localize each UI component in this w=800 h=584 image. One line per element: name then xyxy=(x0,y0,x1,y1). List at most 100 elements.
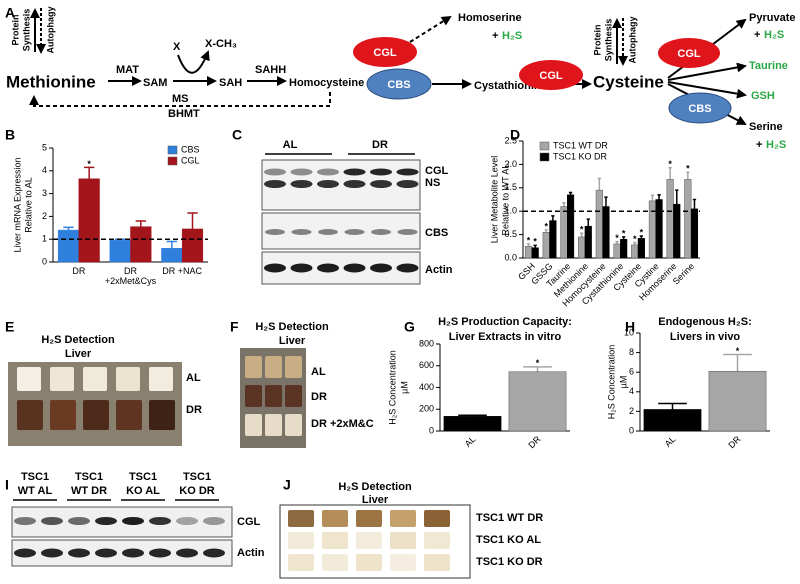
significance-marker: * xyxy=(615,233,619,243)
y-tick-label: 10 xyxy=(624,327,634,337)
node-label: Synthesis xyxy=(603,19,613,62)
blot-strip xyxy=(11,506,233,538)
blot-band xyxy=(317,180,339,188)
blot-strip xyxy=(261,212,421,250)
tissue-square xyxy=(390,510,416,527)
group-label: WT AL xyxy=(18,485,53,497)
node-label: Methionine xyxy=(6,72,96,91)
enzyme-label: CGL xyxy=(677,48,701,60)
tissue-square xyxy=(17,400,43,430)
row-label: TSC1 WT DR xyxy=(476,512,543,524)
chart-title: Endogenous H₂S: xyxy=(658,316,752,328)
bar xyxy=(584,225,592,259)
y-axis-label: Relative to WT AL xyxy=(500,164,510,236)
arrow xyxy=(29,92,331,107)
arrow xyxy=(667,62,747,81)
blot-band xyxy=(317,263,339,273)
blot-band xyxy=(344,229,365,235)
bar xyxy=(78,178,100,263)
bar xyxy=(531,247,539,259)
photo-subtitle: Liver xyxy=(362,494,389,506)
x-tick-label: AL xyxy=(663,434,678,449)
node-label: GSH xyxy=(751,90,775,102)
tissue-square xyxy=(288,510,314,527)
y-tick-label: 2 xyxy=(42,211,47,221)
tissue-square xyxy=(285,414,302,436)
tissue-square xyxy=(265,385,282,407)
band-label: CGL xyxy=(237,516,261,528)
photo-subtitle: Liver xyxy=(65,348,92,360)
row-label: DR xyxy=(311,391,327,403)
significance-marker: * xyxy=(527,235,531,245)
y-tick-label: 4 xyxy=(42,165,47,175)
tissue-square xyxy=(17,367,41,391)
node-label: + xyxy=(492,30,498,42)
panel-label: F xyxy=(230,319,239,335)
blot-band xyxy=(95,517,117,525)
y-tick-label: 1 xyxy=(42,234,47,244)
blot-band xyxy=(343,168,366,176)
node-label: Serine xyxy=(749,121,783,133)
tissue-square xyxy=(424,554,450,571)
legend-swatch xyxy=(167,156,178,166)
x-tick-label-box: DR +2xMet&Cys xyxy=(104,266,157,286)
blot-band xyxy=(122,517,144,525)
bar xyxy=(508,371,567,432)
bar xyxy=(567,194,575,259)
bar xyxy=(542,232,550,259)
blot-band xyxy=(370,168,392,176)
bar xyxy=(57,229,80,263)
bar xyxy=(655,199,663,259)
panel-label: C xyxy=(232,127,242,143)
blot-band xyxy=(396,168,419,176)
node-label: Protein xyxy=(10,14,20,45)
tissue-square xyxy=(288,554,314,571)
x-tick-label: DR +2xMet&Cys xyxy=(104,266,157,286)
x-tick-label-box: DR +NAC xyxy=(162,266,202,276)
y-tick-label: 6 xyxy=(629,367,634,377)
blot-band xyxy=(370,180,392,188)
group-label: KO DR xyxy=(179,485,215,497)
y-tick-label: 2.5 xyxy=(504,135,517,145)
band-label: Actin xyxy=(425,264,453,276)
y-tick-label: 0.5 xyxy=(504,229,517,239)
chart-title: H₂S Production Capacity: xyxy=(438,316,572,328)
node-label: H₂S xyxy=(502,30,522,42)
blot-band xyxy=(290,263,313,273)
enzyme-node xyxy=(519,60,583,90)
enzyme-node xyxy=(658,38,720,68)
enzyme-label: SAHH xyxy=(255,64,286,76)
y-axis-label: Liver Metabolite Level xyxy=(489,156,499,244)
node-label: Protein xyxy=(592,24,602,55)
blot-band xyxy=(41,548,63,558)
tissue-square xyxy=(265,414,282,436)
significance-marker: * xyxy=(686,164,690,174)
row-label: AL xyxy=(311,366,326,378)
blot-strip xyxy=(261,159,421,211)
bar xyxy=(130,226,152,263)
bar xyxy=(549,220,557,259)
panel-label: B xyxy=(5,127,15,143)
enzyme-node xyxy=(353,37,417,67)
blot-band xyxy=(14,548,36,558)
node-label: Homocysteine xyxy=(289,77,364,89)
blot-band xyxy=(317,168,339,176)
y-tick-label: 200 xyxy=(419,404,434,414)
blot-band xyxy=(95,548,117,558)
legend-label: CBS xyxy=(181,144,200,154)
significance-marker: * xyxy=(544,221,548,231)
node-label: + xyxy=(754,29,760,41)
y-tick-label: 1.5 xyxy=(504,182,517,192)
pathway-diagram: Protein Synthesis Autophagy Methionine M… xyxy=(6,7,795,151)
photo-title: H₂S Detection xyxy=(41,334,115,346)
tissue-square xyxy=(149,400,175,430)
enzyme-label: CGL xyxy=(373,47,397,59)
bar xyxy=(620,239,628,259)
legend-swatch xyxy=(539,141,550,151)
enzyme-label: BHMT xyxy=(168,108,200,120)
y-tick-label: 8 xyxy=(629,347,634,357)
x-tick-label: AL xyxy=(463,434,478,449)
row-label: DR +2xM&C xyxy=(311,418,374,430)
bar xyxy=(684,179,692,259)
